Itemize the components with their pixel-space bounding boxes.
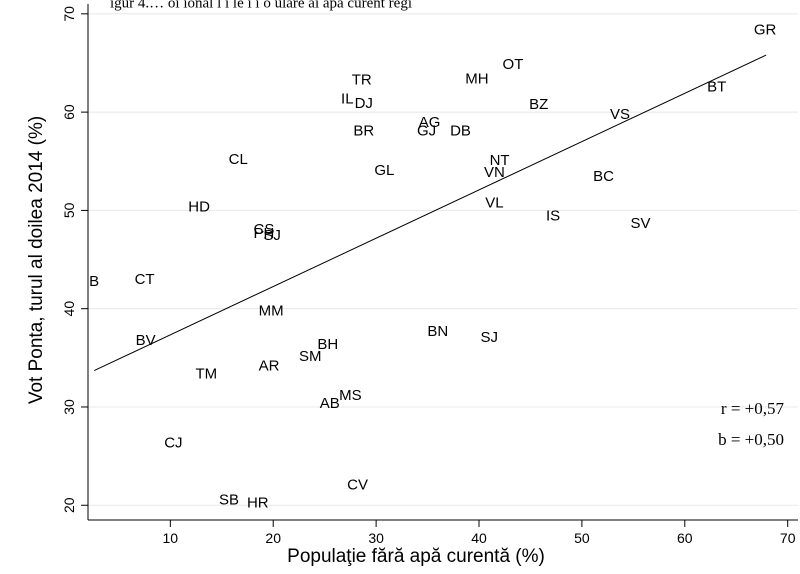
- x-tick-label: 50: [574, 530, 590, 546]
- point-label-mh: MH: [465, 71, 488, 88]
- grid-lines: [88, 13, 798, 506]
- point-label-ab: AB: [320, 395, 340, 412]
- point-label-sj: SJ: [481, 329, 499, 346]
- point-label-ar: AR: [259, 358, 280, 375]
- point-label-vs: VS: [610, 106, 630, 123]
- x-tick-label: 70: [780, 530, 796, 546]
- point-label-ct: CT: [135, 271, 155, 288]
- point-label-hd: HD: [188, 198, 210, 215]
- point-label-cj: CJ: [164, 434, 182, 451]
- point-label-vn: VN: [484, 164, 505, 181]
- point-label-is: IS: [546, 207, 560, 224]
- chart-top-caption: igur 4.… oi ional l i le i i o ulare ai …: [110, 0, 412, 11]
- point-label-nt: NT: [490, 152, 510, 169]
- point-label-sb: SB: [219, 491, 239, 508]
- point-label-gl: GL: [374, 162, 394, 179]
- point-label-tr: TR: [352, 72, 372, 89]
- regression-line: [93, 54, 767, 372]
- point-label-bc: BC: [593, 168, 614, 185]
- y-axis-ticks: 20 30 40 50 60 70: [61, 6, 88, 513]
- point-label-bz: BZ: [529, 96, 548, 113]
- x-tick-label: 60: [677, 530, 693, 546]
- point-label-ms: MS: [339, 387, 362, 404]
- point-label-cv: CV: [347, 477, 368, 494]
- x-tick-label: 40: [471, 530, 487, 546]
- point-label-sj: SJ: [263, 227, 281, 244]
- point-label-hr: HR: [247, 494, 269, 511]
- stat-r: r = +0,57: [721, 399, 785, 418]
- point-label-ph: PH: [254, 225, 275, 242]
- point-label-bh: BH: [317, 336, 338, 353]
- x-axis-ticks: 10 20 30 40 50 60 70: [163, 520, 796, 546]
- point-label-b: B: [89, 273, 99, 290]
- point-label-cs: CS: [254, 221, 275, 238]
- point-label-sm: SM: [299, 348, 322, 365]
- y-tick-label: 60: [61, 104, 77, 120]
- y-tick-label: 40: [61, 301, 77, 317]
- y-axis-title: Vot Ponta, turul al doilea 2014 (%): [26, 116, 47, 404]
- y-tick-label: 70: [61, 6, 77, 22]
- point-label-bt: BT: [707, 79, 726, 96]
- x-tick-label: 20: [265, 530, 281, 546]
- point-label-gr: GR: [754, 22, 777, 39]
- point-label-il: IL: [341, 90, 354, 107]
- point-label-ag: AG: [419, 114, 441, 131]
- x-axis-title: Populaţie fără apă curentă (%): [287, 546, 545, 567]
- y-tick-label: 50: [61, 202, 77, 218]
- point-label-mm: MM: [259, 303, 284, 320]
- x-tick-label: 30: [368, 530, 384, 546]
- y-tick-label: 30: [61, 399, 77, 415]
- point-label-gj: GJ: [417, 123, 436, 140]
- point-label-ot: OT: [503, 56, 524, 73]
- point-label-dj: DJ: [355, 95, 373, 112]
- point-label-bv: BV: [136, 332, 156, 349]
- y-tick-label: 20: [61, 497, 77, 513]
- point-label-db: DB: [450, 123, 471, 140]
- point-label-vl: VL: [485, 194, 503, 211]
- point-label-bn: BN: [427, 323, 448, 340]
- point-label-sv: SV: [631, 215, 651, 232]
- point-label-br: BR: [353, 123, 374, 140]
- point-label-cl: CL: [229, 151, 248, 168]
- x-tick-label: 10: [163, 530, 179, 546]
- point-label-tm: TM: [195, 366, 217, 383]
- stat-b: b = +0,50: [718, 430, 784, 449]
